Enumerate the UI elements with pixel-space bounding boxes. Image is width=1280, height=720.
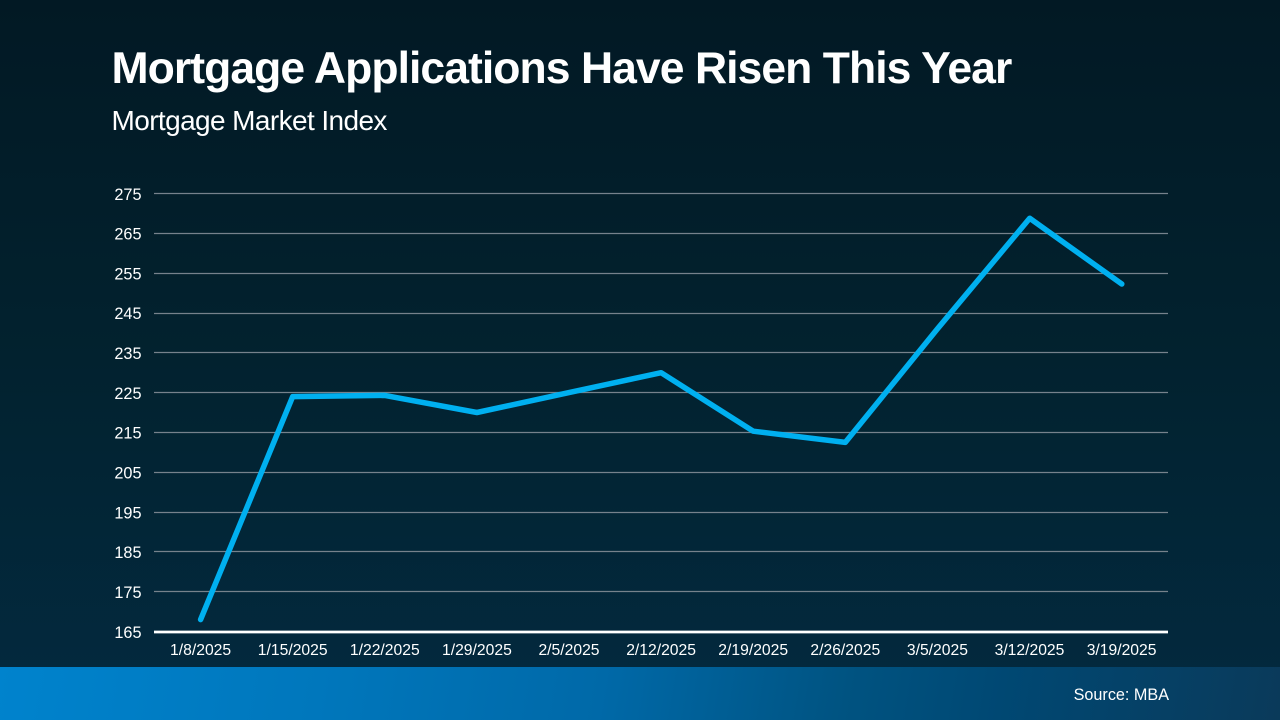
svg-text:3/19/2025: 3/19/2025 — [1087, 642, 1157, 659]
svg-text:1/22/2025: 1/22/2025 — [350, 642, 420, 659]
svg-text:3/5/2025: 3/5/2025 — [907, 642, 968, 659]
svg-text:2/12/2025: 2/12/2025 — [626, 642, 696, 659]
svg-text:1/15/2025: 1/15/2025 — [258, 642, 328, 659]
svg-text:165: 165 — [114, 624, 141, 642]
svg-text:245: 245 — [114, 305, 141, 323]
svg-text:275: 275 — [114, 186, 141, 204]
svg-text:215: 215 — [114, 425, 141, 443]
svg-text:265: 265 — [114, 226, 141, 244]
svg-text:205: 205 — [114, 465, 141, 483]
svg-text:1/29/2025: 1/29/2025 — [442, 642, 512, 659]
svg-text:2/19/2025: 2/19/2025 — [718, 642, 788, 659]
svg-text:185: 185 — [114, 544, 141, 562]
svg-text:225: 225 — [114, 385, 141, 403]
svg-text:175: 175 — [114, 584, 141, 602]
svg-text:2/26/2025: 2/26/2025 — [810, 642, 880, 659]
svg-text:235: 235 — [114, 345, 141, 363]
svg-text:3/12/2025: 3/12/2025 — [995, 642, 1065, 659]
svg-text:2/5/2025: 2/5/2025 — [538, 642, 599, 659]
svg-text:1/8/2025: 1/8/2025 — [170, 642, 231, 659]
svg-text:255: 255 — [114, 265, 141, 283]
svg-text:195: 195 — [114, 504, 141, 522]
